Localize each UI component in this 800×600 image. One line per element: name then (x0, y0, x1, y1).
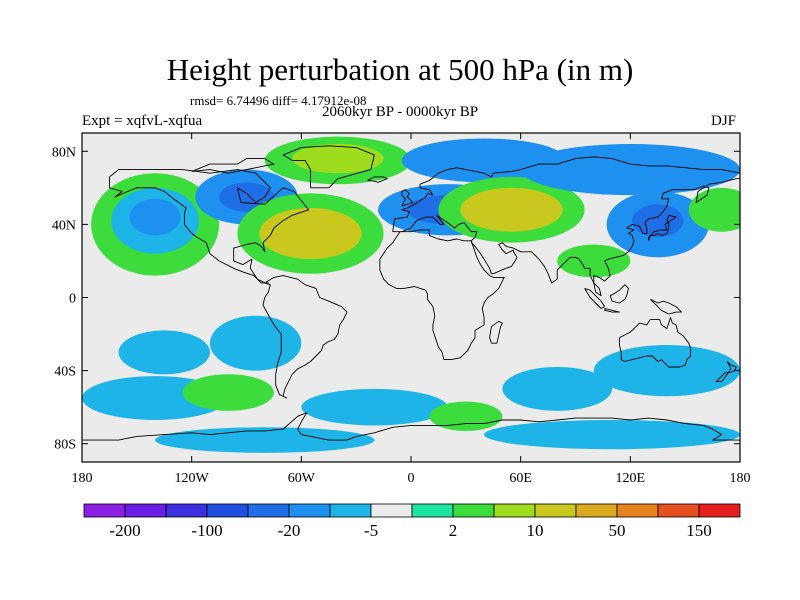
map-plot-area (82, 133, 740, 462)
coastline-8 (584, 287, 606, 309)
colorbar-swatch-11 (534, 503, 577, 518)
colorbar-swatch-9 (452, 503, 495, 518)
field-contour-16 (632, 204, 684, 238)
field-contour-6 (259, 207, 362, 260)
y-tick-label-0: 80N (52, 145, 76, 160)
field-contour-8 (292, 143, 384, 174)
colorbar-swatch-4 (247, 503, 290, 518)
colorbar-label-5: 10 (527, 521, 544, 540)
colorbar-label-6: 50 (609, 521, 626, 540)
field-contour-2 (129, 198, 181, 236)
axis-tick-labels: 80N 40N 0 40S 80S 180 120W 60W 0 60E 120E 180 (52, 145, 751, 486)
coastline-13 (715, 361, 737, 383)
colorbar-swatch-3 (206, 503, 249, 518)
field-contour-13 (460, 187, 563, 232)
field-contour-20 (209, 315, 302, 371)
experiment-label: Expt = xqfvL-xqfua (82, 113, 203, 129)
coastline-5 (470, 178, 740, 297)
coastline-9 (604, 308, 620, 313)
coastline-1 (282, 145, 375, 189)
field-contour-19 (118, 330, 210, 375)
x-tick-label-2: 60W (288, 471, 316, 486)
y-tick-label-3: 40S (54, 365, 76, 380)
colorbar-swatch-2 (165, 503, 208, 518)
colorbar-label-0: -200 (109, 521, 140, 540)
field-contour-18 (557, 244, 631, 278)
period-label: 2060kyr BP - 0000kyr BP (322, 104, 479, 120)
axis-ticks (81, 133, 741, 462)
field-contour-17 (688, 187, 740, 232)
colorbar-label-2: -20 (278, 521, 301, 540)
field-contour-14 (520, 143, 740, 196)
coastline-16 (191, 158, 275, 174)
colorbar-label-3: -5 (364, 521, 378, 540)
x-tick-label-5: 120E (616, 471, 646, 486)
colorbar-swatch-8 (411, 503, 454, 518)
season-label: DJF (711, 113, 737, 129)
field-contour-23 (301, 388, 448, 426)
coastline-11 (650, 298, 682, 315)
colorbar-swatch-6 (329, 503, 372, 518)
coastline-17 (82, 412, 740, 441)
colorbar-labels: -200 -100 -20 -5 2 10 50 150 (109, 521, 711, 540)
coastline-4 (379, 214, 505, 361)
x-tick-label-1: 120W (175, 471, 210, 486)
colorbar-swatch-5 (288, 503, 331, 518)
field-contours (82, 136, 740, 453)
field-contour-26 (484, 419, 740, 450)
colorbar-label-7: 150 (686, 521, 712, 540)
x-tick-label-0: 180 (72, 471, 93, 486)
colorbar (83, 503, 741, 518)
field-contour-27 (155, 427, 375, 453)
coastline-15 (366, 176, 388, 183)
colorbar-swatch-12 (575, 503, 618, 518)
x-tick-label-6: 180 (730, 471, 751, 486)
field-contour-28 (429, 401, 503, 431)
coastline-10 (609, 284, 629, 304)
coastlines (82, 145, 740, 441)
coastline-0 (108, 169, 310, 284)
field-contour-25 (593, 345, 740, 397)
colorbar-swatch-0 (83, 503, 126, 518)
field-contour-24 (502, 366, 613, 411)
coastline-12 (489, 320, 503, 344)
colorbar-swatch-14 (657, 503, 700, 518)
colorbar-label-4: 2 (449, 521, 458, 540)
rmsd-stats: rmsd= 6.74496 diff= 4.17912e-08 (190, 93, 367, 108)
coastline-2 (262, 275, 348, 399)
coastline-6 (618, 317, 692, 368)
y-tick-label-4: 80S (54, 438, 76, 453)
colorbar-swatch-15 (698, 503, 741, 518)
colorbar-swatch-13 (616, 503, 659, 518)
x-tick-label-4: 60E (509, 471, 532, 486)
chart-title: Height perturbation at 500 hPa (in m) (166, 52, 634, 87)
y-tick-label-2: 0 (69, 292, 76, 307)
coastline-14 (401, 189, 414, 207)
x-tick-label-3: 0 (408, 471, 415, 486)
colorbar-label-1: -100 (191, 521, 222, 540)
y-tick-label-1: 40N (52, 218, 76, 233)
coastline-7 (648, 214, 677, 241)
colorbar-swatch-7 (370, 503, 413, 518)
coastline-3 (392, 156, 740, 232)
field-contour-22 (182, 374, 274, 411)
colorbar-swatch-1 (124, 503, 167, 518)
colorbar-swatch-10 (493, 503, 536, 518)
